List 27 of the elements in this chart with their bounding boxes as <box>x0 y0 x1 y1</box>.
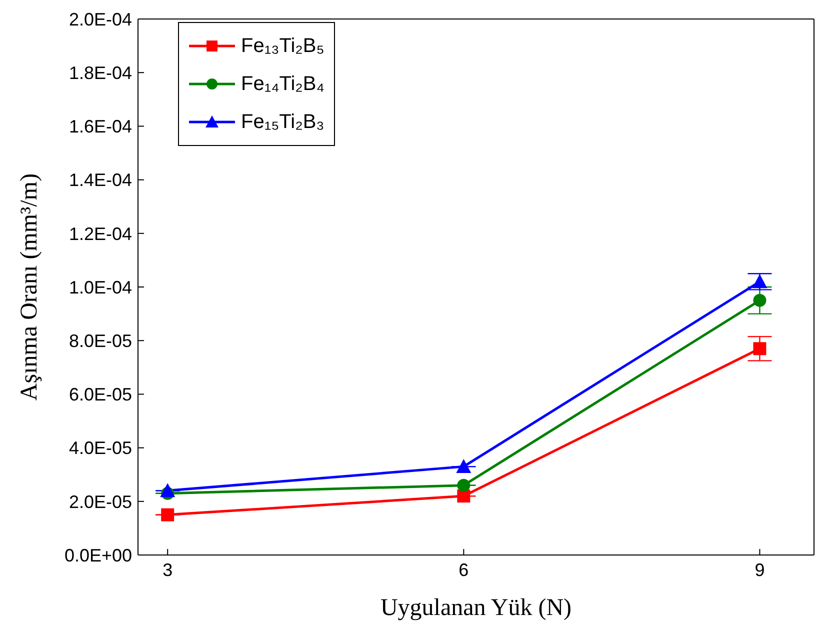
y-tick-label: 2.0E-04 <box>68 9 132 30</box>
point <box>457 478 470 492</box>
x-tick-label: 6 <box>458 560 469 580</box>
y-tick-label: 1.2E-04 <box>68 224 132 244</box>
legend-label: Fe₁₃Ti₂B₅ <box>241 34 324 58</box>
y-axis-title: Aşınma Oranı (mm³/m) <box>16 173 43 401</box>
point <box>457 490 470 503</box>
legend-label: Fe₁₄Ti₂B₄ <box>241 72 324 96</box>
point <box>752 274 768 288</box>
y-tick-label: 1.0E-04 <box>68 277 132 298</box>
y-tick-label: 6.0E-05 <box>68 384 132 405</box>
y-tick-label: 1.4E-04 <box>68 170 132 190</box>
x-tick-label: 9 <box>754 560 765 580</box>
y-tick-label: 8.0E-05 <box>68 330 132 351</box>
point <box>160 483 176 498</box>
y-tick-label: 2.0E-05 <box>68 492 132 512</box>
y-tick-label: 1.8E-04 <box>68 62 132 83</box>
legend-label: Fe₁₅Ti₂B₃ <box>241 110 324 134</box>
point <box>753 294 766 307</box>
y-tick-label: 1.6E-04 <box>68 116 132 137</box>
point <box>161 508 174 522</box>
x-tick-label: 3 <box>162 560 173 580</box>
y-tick-label: 4.0E-05 <box>68 438 132 458</box>
point <box>456 459 472 474</box>
point <box>753 342 766 356</box>
x-axis-title: Uygulanan Yük (N) <box>380 595 572 621</box>
y-tick-label: 0.0E+00 <box>64 545 132 566</box>
